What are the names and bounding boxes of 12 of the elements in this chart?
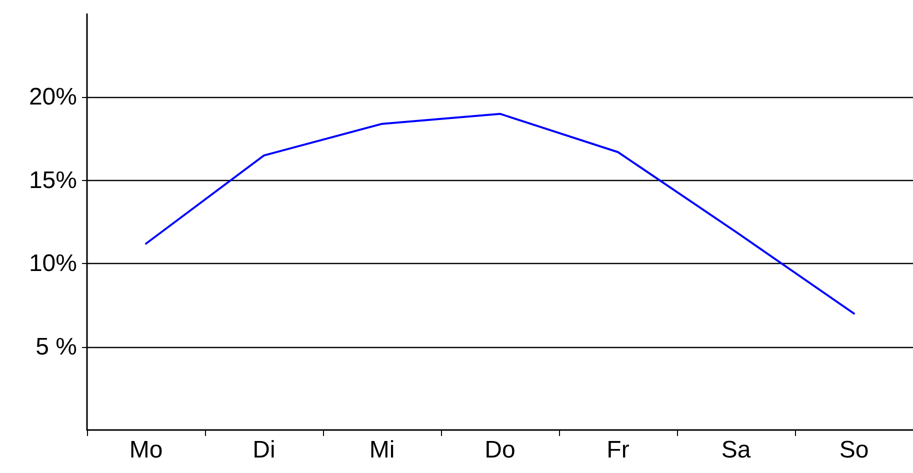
x-tick-label: Mi [369, 436, 395, 464]
x-tick-label: Do [484, 436, 516, 464]
y-tick-label: 5 % [36, 333, 77, 360]
x-tick-label: Mo [129, 436, 163, 464]
x-tick-label: Fr [606, 436, 630, 464]
x-tick-label: Di [252, 436, 276, 464]
y-tick-label: 15% [28, 166, 77, 194]
y-tick-label: 10% [28, 250, 77, 278]
line-series [145, 112, 855, 315]
x-tick-label: So [839, 436, 869, 464]
x-tick-label: Sa [721, 436, 752, 464]
y-tick-label: 20% [28, 84, 77, 111]
